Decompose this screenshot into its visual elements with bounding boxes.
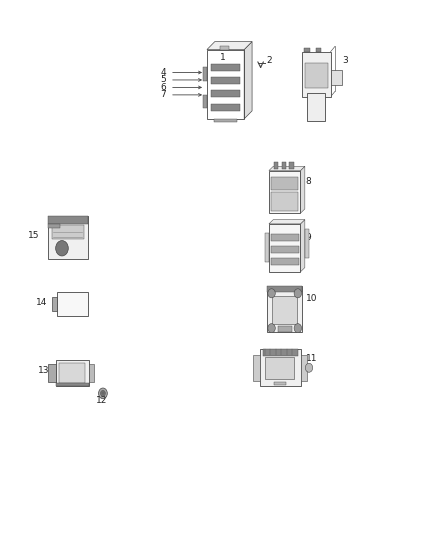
Bar [48,364,56,382]
Text: 1: 1 [219,53,226,61]
Bar [269,171,300,213]
Circle shape [294,289,301,298]
Polygon shape [244,42,252,119]
Bar [52,296,57,311]
Bar [215,119,237,122]
Bar [331,70,343,85]
Circle shape [100,390,105,397]
Bar [48,223,60,228]
Text: 15: 15 [28,231,39,240]
Bar [265,233,269,262]
Circle shape [56,240,68,256]
Bar [278,326,292,332]
Text: 8: 8 [306,177,311,185]
Bar [57,292,88,316]
Bar [290,161,294,169]
Bar [301,355,307,381]
Text: 12: 12 [96,397,107,405]
Text: 14: 14 [36,298,47,306]
Polygon shape [300,166,305,213]
Polygon shape [207,42,252,50]
Bar [265,357,294,379]
Bar [271,258,299,264]
Bar [304,49,310,52]
Bar [211,91,240,98]
Bar [267,287,302,292]
Text: 11: 11 [306,354,317,362]
Bar [271,177,298,190]
Bar [282,161,286,169]
Text: 10: 10 [306,294,317,303]
Bar [269,224,300,272]
Bar [211,64,240,71]
Circle shape [294,324,301,333]
Polygon shape [269,220,305,224]
Text: 13: 13 [38,367,49,375]
Bar [56,383,88,386]
Bar [272,296,297,324]
Circle shape [268,289,275,298]
Bar [305,229,309,258]
Bar [271,246,299,253]
Text: 4: 4 [161,68,166,77]
Bar [259,349,301,386]
Circle shape [268,324,275,333]
Bar [307,93,325,121]
Bar [60,363,85,383]
Bar [305,63,328,88]
Text: 3: 3 [343,56,348,65]
Bar [220,46,230,50]
Bar [207,50,244,119]
Text: 7: 7 [161,91,166,99]
Text: 9: 9 [306,233,311,241]
Bar [48,216,88,223]
Bar [274,161,278,169]
Bar [267,287,302,332]
Bar [211,77,240,84]
Bar [88,364,94,382]
Bar [203,95,207,109]
Bar [56,360,88,386]
Circle shape [305,364,313,372]
Bar [302,52,331,97]
Bar [316,49,321,52]
Circle shape [99,388,107,399]
Bar [253,355,259,381]
Bar [263,349,297,356]
Bar [271,234,299,240]
Bar [48,216,88,259]
Bar [52,225,84,239]
Polygon shape [300,220,305,272]
Text: 2: 2 [266,56,272,65]
Polygon shape [269,166,305,171]
Bar [271,192,298,211]
Text: 6: 6 [161,83,166,92]
Bar [274,382,286,385]
Text: 5: 5 [161,76,166,84]
Bar [203,67,207,81]
Bar [211,103,240,110]
